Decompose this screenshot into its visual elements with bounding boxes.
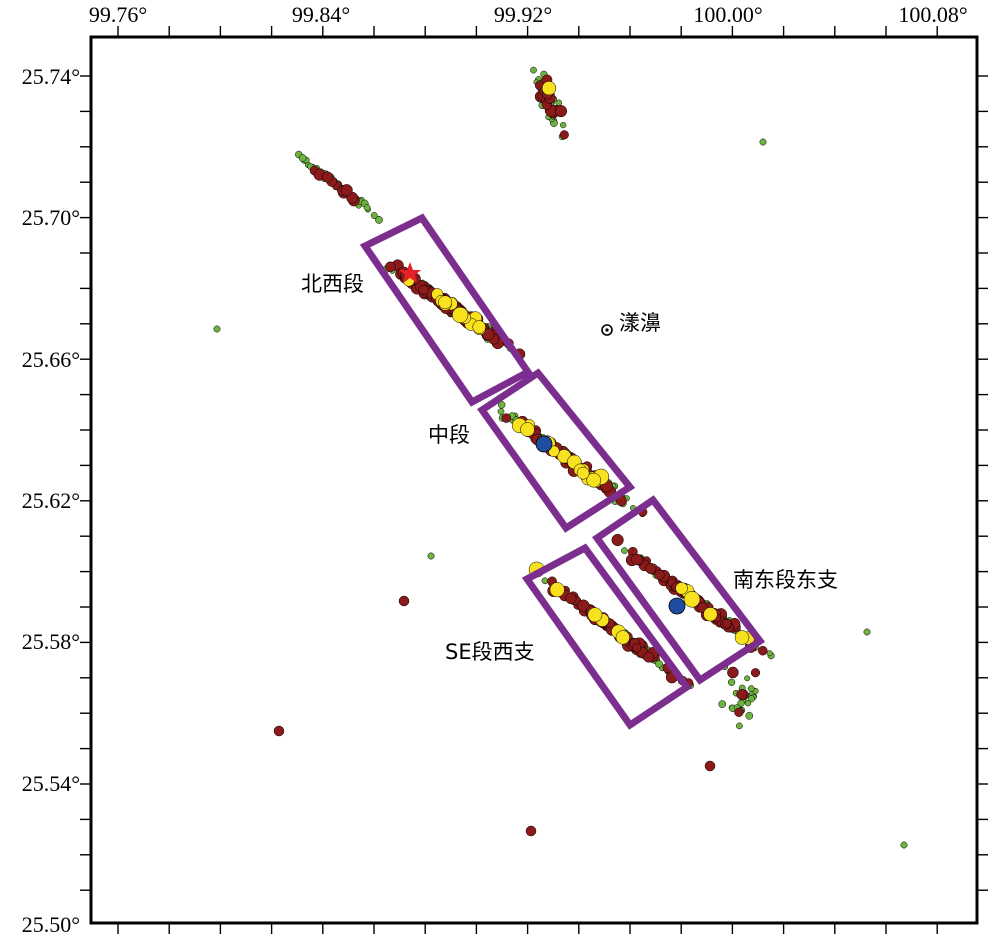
quake-small [363, 204, 371, 211]
quake-small [541, 577, 549, 585]
quake-large [615, 630, 630, 645]
main-shock-mid [535, 435, 553, 453]
quake-small [745, 711, 754, 720]
quake-small [900, 841, 908, 849]
quake-medium [758, 645, 768, 656]
segment-box-se-west [521, 543, 692, 730]
segment-box-se-east [592, 495, 766, 685]
quake-small [213, 325, 221, 333]
quake-large [683, 591, 701, 608]
segment-label-nw: 北西段 [301, 272, 364, 296]
quake-medium [631, 553, 643, 566]
quake-small [744, 700, 752, 707]
quake-medium [727, 666, 739, 679]
quake-small [375, 216, 383, 224]
x-tick-label: 100.00° [693, 2, 762, 27]
segment-label-se-east: 南东段东支 [733, 568, 838, 592]
quake-small [747, 685, 755, 692]
city-label: 漾濞 [619, 311, 661, 335]
quake-medium [736, 689, 748, 700]
quake-medium [525, 825, 537, 837]
quake-large [548, 445, 560, 458]
quake-medium [340, 184, 353, 197]
quake-large [549, 582, 565, 598]
quake-small [744, 675, 751, 682]
quake-large [576, 466, 590, 480]
y-tick-label: 25.66° [22, 347, 80, 372]
quake-medium [704, 760, 716, 772]
quake-large [541, 81, 557, 96]
segment-label-se-west: SE段西支 [445, 640, 535, 664]
quake-small [497, 408, 505, 415]
y-axis-labels: 25.74° 25.70° 25.66° 25.62° 25.58° 25.54… [22, 64, 80, 937]
x-tick-label: 99.92° [494, 2, 552, 27]
quake-medium [643, 651, 655, 663]
quake-medium [398, 595, 410, 607]
quake-small [766, 650, 773, 657]
x-tick-label: 100.08° [898, 2, 967, 27]
quake-small [759, 138, 767, 146]
quake-large [586, 472, 602, 488]
quake-small [370, 212, 378, 219]
quake-small [427, 552, 435, 560]
quake-small [863, 628, 871, 636]
x-tick-label: 99.76° [89, 2, 147, 27]
quake-large [703, 607, 718, 622]
x-axis-labels: 99.76° 99.84° 99.92° 100.00° 100.08° [89, 2, 968, 27]
y-tick-label: 25.50° [22, 912, 80, 937]
axis-minor-ticks [80, 26, 988, 934]
y-tick-label: 25.74° [22, 64, 80, 89]
quake-medium [554, 105, 568, 118]
quake-medium [632, 643, 642, 653]
quake-medium [577, 599, 590, 612]
quake-large [675, 582, 688, 595]
quake-large [587, 607, 603, 623]
quake-medium [501, 413, 512, 423]
y-tick-label: 25.58° [22, 629, 80, 654]
quake-small [727, 678, 736, 686]
quake-large [472, 320, 486, 334]
main-shock-se-east [668, 597, 686, 615]
quake-small [298, 154, 307, 162]
quake-large [734, 630, 750, 645]
quake-medium [273, 725, 285, 737]
epicenter-star-icon [399, 262, 421, 283]
quake-large [520, 422, 535, 437]
quake-large [452, 306, 469, 324]
y-tick-label: 25.54° [22, 771, 80, 796]
segment-label-mid: 中段 [428, 423, 470, 447]
quake-medium [611, 533, 624, 547]
quake-small [560, 121, 567, 129]
segment-box-nw [359, 213, 534, 407]
quake-medium [654, 569, 665, 581]
main-shocks [399, 262, 686, 615]
quake-medium [565, 592, 577, 605]
quake-medium [722, 618, 732, 629]
quake-medium [418, 284, 429, 295]
quake-medium [559, 130, 569, 140]
quakes-large-layer [402, 81, 755, 645]
quake-medium [750, 668, 761, 678]
quake-small [530, 66, 537, 74]
y-tick-label: 25.62° [22, 488, 80, 513]
segment-box-mid [477, 368, 636, 533]
y-tick-label: 25.70° [22, 205, 80, 230]
quake-small [621, 547, 628, 554]
quake-small [736, 722, 743, 730]
quake-small [718, 700, 727, 708]
quake-small [747, 695, 755, 703]
quake-medium [645, 562, 657, 575]
x-tick-label: 99.84° [292, 2, 350, 27]
quake-small [655, 660, 663, 668]
city-marker: 漾濞 [601, 311, 661, 336]
quake-medium [385, 261, 396, 273]
quake-medium [734, 707, 744, 717]
quake-medium [321, 171, 334, 183]
quake-small [737, 699, 745, 707]
quake-large [438, 295, 453, 310]
